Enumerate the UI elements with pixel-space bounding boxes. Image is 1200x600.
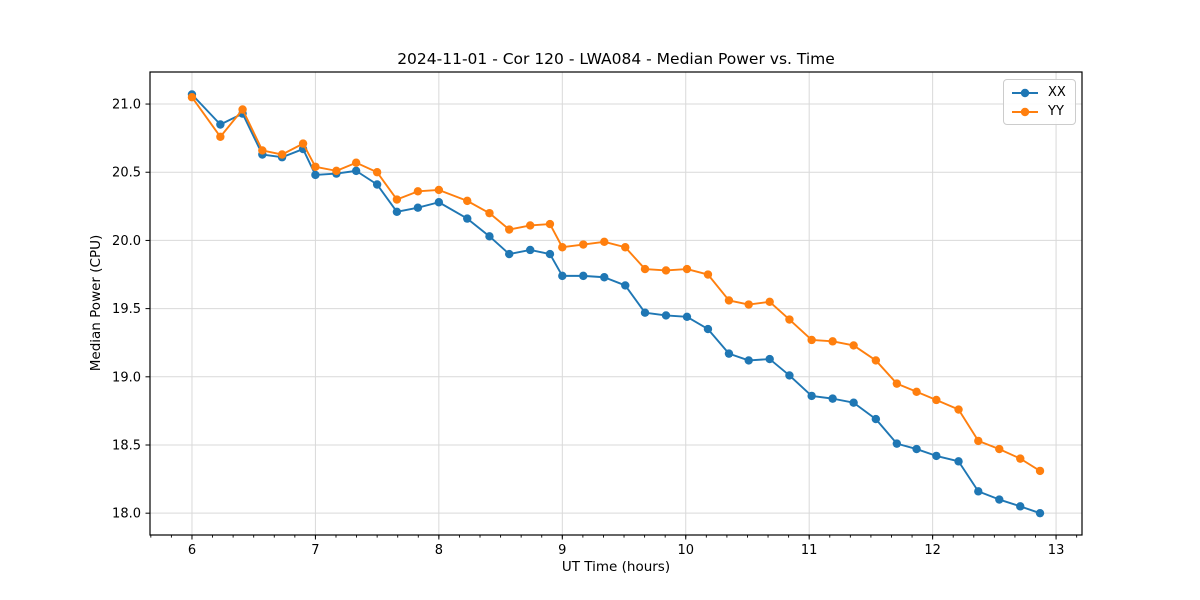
svg-text:11: 11 bbox=[801, 543, 818, 558]
x-axis-label: UT Time (hours) bbox=[561, 559, 671, 575]
svg-text:19.0: 19.0 bbox=[112, 370, 141, 385]
svg-text:20.5: 20.5 bbox=[112, 166, 141, 181]
legend-swatch-line-marker-icon bbox=[1012, 88, 1038, 97]
legend-swatch-line-marker-icon bbox=[1012, 107, 1038, 116]
svg-text:13: 13 bbox=[1048, 543, 1065, 558]
svg-text:18.0: 18.0 bbox=[112, 507, 141, 522]
svg-text:8: 8 bbox=[435, 543, 443, 558]
series-yy bbox=[187, 93, 1045, 476]
y-gridlines bbox=[150, 103, 1082, 514]
y-axis-label: Median Power (CPU) bbox=[88, 234, 104, 372]
legend-item-yy: YY bbox=[1011, 104, 1075, 119]
y-axis-ticks: 18.0 18.5 19.0 19.5 20.0 20.5 21.0 bbox=[112, 98, 150, 522]
legend: XX YY bbox=[1003, 79, 1076, 125]
legend-item-xx: XX bbox=[1011, 85, 1075, 100]
legend-label-yy: YY bbox=[1048, 104, 1064, 119]
svg-text:20.0: 20.0 bbox=[112, 234, 141, 249]
svg-text:7: 7 bbox=[311, 543, 319, 558]
x-gridlines bbox=[191, 72, 1057, 535]
svg-text:9: 9 bbox=[558, 543, 566, 558]
x-axis-ticks: 6 7 8 9 10 11 12 13 bbox=[188, 535, 1065, 558]
svg-text:10: 10 bbox=[677, 543, 694, 558]
legend-label-xx: XX bbox=[1048, 85, 1066, 100]
axes-spines bbox=[149, 71, 1083, 536]
svg-text:21.0: 21.0 bbox=[112, 98, 141, 113]
series-xx bbox=[187, 90, 1045, 518]
svg-text:12: 12 bbox=[924, 543, 941, 558]
svg-text:18.5: 18.5 bbox=[112, 438, 141, 453]
svg-text:6: 6 bbox=[188, 543, 196, 558]
svg-text:19.5: 19.5 bbox=[112, 302, 141, 317]
chart-title: 2024-11-01 - Cor 120 - LWA084 - Median P… bbox=[397, 50, 835, 68]
